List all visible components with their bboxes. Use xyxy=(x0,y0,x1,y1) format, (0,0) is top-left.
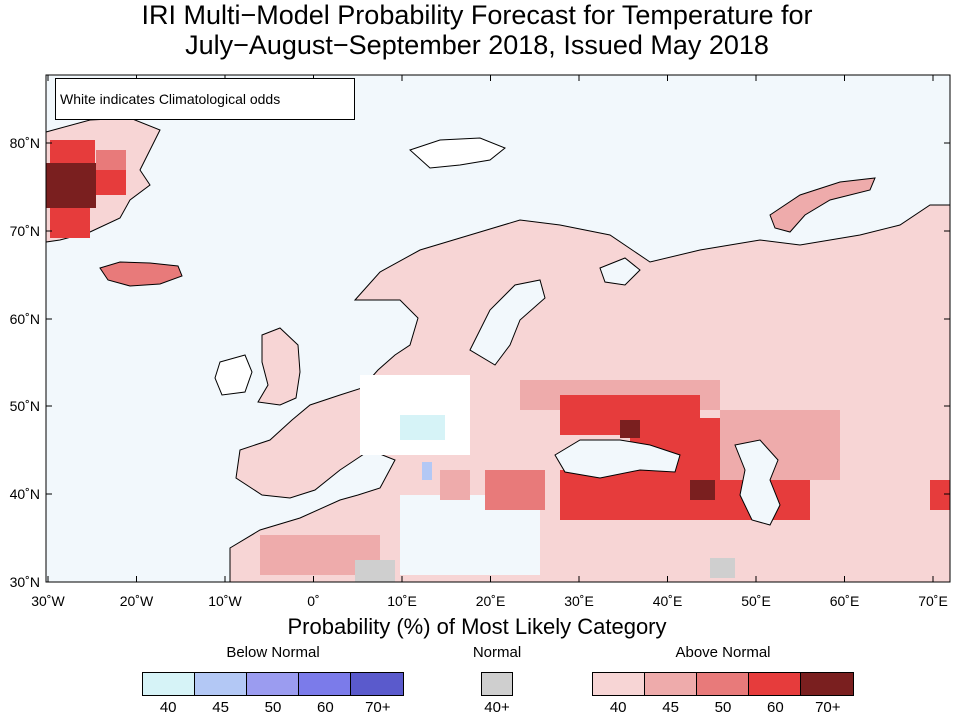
above-normal-label: Above Normal xyxy=(675,644,771,661)
alps-below40 xyxy=(400,415,445,440)
lat-label: 40˚N xyxy=(10,486,40,502)
svalbard-land xyxy=(409,137,506,169)
lon-label: 20˚E xyxy=(476,593,506,609)
black-sea xyxy=(554,439,681,479)
title-line-2: July−August−September 2018, Issued May 2… xyxy=(185,30,769,60)
lat-label: 50˚N xyxy=(10,398,40,414)
britain-land xyxy=(257,327,301,406)
legend-swatch xyxy=(645,673,697,695)
legend-tick-label: 50 xyxy=(714,699,732,716)
lon-label: 10˚E xyxy=(387,593,417,609)
greenland-60 xyxy=(50,140,95,163)
greenland-70plus xyxy=(46,163,96,208)
lon-label: 10˚W xyxy=(208,593,242,609)
lon-label: 60˚E xyxy=(830,593,860,609)
caspian-sea xyxy=(734,439,781,526)
normal-label: Normal xyxy=(472,644,522,661)
legend-swatch xyxy=(482,673,512,695)
legend-title: Probability (%) of Most Likely Category xyxy=(287,614,667,639)
lat-label: 60˚N xyxy=(10,311,40,327)
legend-tick-label: 70+ xyxy=(365,699,391,716)
legend-tick-label: 40+ xyxy=(484,699,510,716)
baltic-sea xyxy=(469,279,546,366)
legend-tick-label: 40 xyxy=(609,699,627,716)
lon-label: 20˚W xyxy=(120,593,154,609)
iceland-land xyxy=(99,261,183,287)
ireland-land xyxy=(214,354,253,396)
sardinia-below45 xyxy=(422,462,432,480)
greenland-60c xyxy=(50,208,90,238)
legend-tick-label: 60 xyxy=(767,699,784,716)
armenia-70plus xyxy=(690,480,715,500)
lon-label: 70˚E xyxy=(918,593,948,609)
legend-tick-label: 45 xyxy=(212,699,229,716)
italy-45 xyxy=(440,470,470,500)
above-normal-swatches xyxy=(592,672,854,696)
legend-tick-label: 45 xyxy=(662,699,679,716)
legend-swatch xyxy=(299,673,351,695)
lon-label: 30˚E xyxy=(564,593,594,609)
legend-tick-label: 60 xyxy=(317,699,334,716)
legend-swatch xyxy=(143,673,195,695)
legend-tick-label: 50 xyxy=(264,699,282,716)
greenland-50 xyxy=(96,150,126,170)
lat-label: 70˚N xyxy=(10,223,40,239)
map-content xyxy=(45,117,951,583)
latitude-labels: 30˚N 40˚N 50˚N 60˚N 70˚N 80˚N xyxy=(10,135,40,590)
legend-swatch xyxy=(801,673,853,695)
legend-tick-label: 70+ xyxy=(815,699,841,716)
climatology-note-box: White indicates Climatological odds xyxy=(55,78,355,120)
legend-swatch xyxy=(247,673,299,695)
novaya-zemlya-land xyxy=(769,177,876,233)
balkans-50 xyxy=(485,470,545,510)
lat-label: 80˚N xyxy=(10,135,40,151)
azov-70plus xyxy=(620,420,640,438)
map-frame xyxy=(45,74,951,583)
legend-swatch xyxy=(749,673,801,695)
legend-swatch xyxy=(195,673,247,695)
lon-label: 50˚E xyxy=(741,593,771,609)
below-normal-label: Below Normal xyxy=(226,644,320,661)
arabia-normal xyxy=(710,558,735,578)
greenland-60b xyxy=(96,170,126,195)
title-line-1: IRI Multi−Model Probability Forecast for… xyxy=(141,0,813,30)
climatology-note-text: White indicates Climatological odds xyxy=(60,91,281,107)
legend-tick-label: 40 xyxy=(159,699,177,716)
below-normal-swatches xyxy=(142,672,404,696)
lat-label: 30˚N xyxy=(10,574,40,590)
legend-swatch xyxy=(697,673,749,695)
longitude-labels: 30˚W 20˚W 10˚W 0˚ 10˚E 20˚E 30˚E 40˚E 50˚E 60˚E 70… xyxy=(31,593,948,609)
lon-label: 0˚ xyxy=(307,593,319,609)
legend-swatch xyxy=(351,673,403,695)
east-60 xyxy=(930,480,950,510)
sahara-normal xyxy=(355,560,395,582)
normal-swatches xyxy=(481,672,513,696)
lon-label: 40˚E xyxy=(653,593,683,609)
legend-swatch xyxy=(593,673,645,695)
white-sea xyxy=(599,257,641,286)
lon-label: 30˚W xyxy=(31,593,65,609)
